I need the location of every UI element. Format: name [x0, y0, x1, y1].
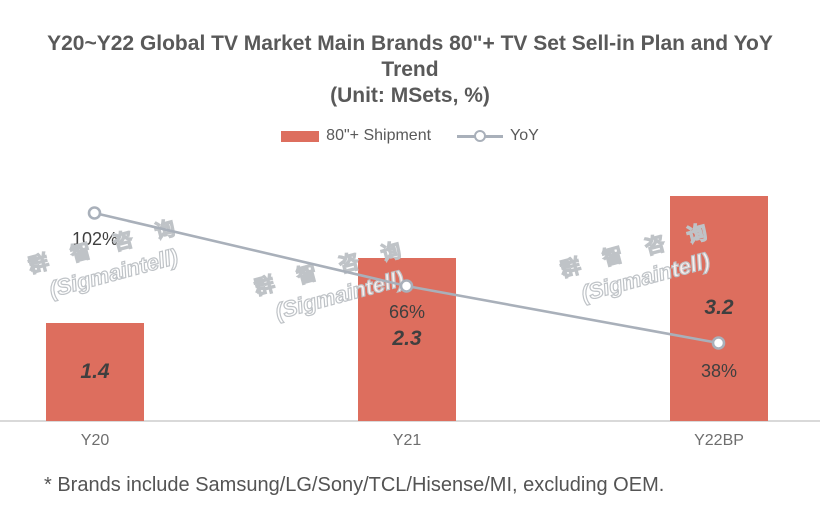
- legend-item-yoy: YoY: [457, 127, 539, 145]
- chart-unit-subtitle: (Unit: MSets, %): [330, 84, 490, 107]
- bar-label-y20: 1.4: [80, 360, 110, 383]
- bar-label-y22bp: 3.2: [704, 296, 734, 319]
- yoy-label-y21: 66%: [388, 302, 426, 322]
- shipment-swatch-icon: [281, 130, 320, 142]
- yoy-label-y20: 102%: [71, 229, 119, 249]
- legend-item-shipment: 80"+ Shipment: [281, 127, 431, 145]
- yoy-marker-y20: [87, 206, 102, 220]
- yoy-label-y22bp: 38%: [700, 361, 738, 381]
- yoy-dot-icon: [474, 130, 487, 142]
- yoy-line-marker-icon: [457, 130, 504, 142]
- x-axis-line: [0, 420, 820, 422]
- x-axis-label-y22bp: Y22BP: [694, 432, 744, 449]
- footnote: * Brands include Samsung/LG/Sony/TCL/His…: [44, 474, 665, 496]
- chart-title-line2: Trend: [381, 58, 439, 81]
- bar-label-y21: 2.3: [392, 327, 422, 350]
- watermark-left: 群 智 咨 询 (Sigmaintell): [16, 210, 204, 311]
- x-axis-label-y21: Y21: [392, 432, 422, 449]
- legend: 80"+ Shipment YoY: [0, 123, 820, 149]
- legend-shipment-label: 80"+ Shipment: [326, 127, 432, 144]
- x-axis-label-y20: Y20: [80, 432, 110, 449]
- chart-title-block: Y20~Y22 Global TV Market Main Brands 80"…: [0, 31, 820, 109]
- legend-yoy-label: YoY: [510, 127, 539, 144]
- chart-title-line1: Y20~Y22 Global TV Market Main Brands 80"…: [47, 32, 773, 55]
